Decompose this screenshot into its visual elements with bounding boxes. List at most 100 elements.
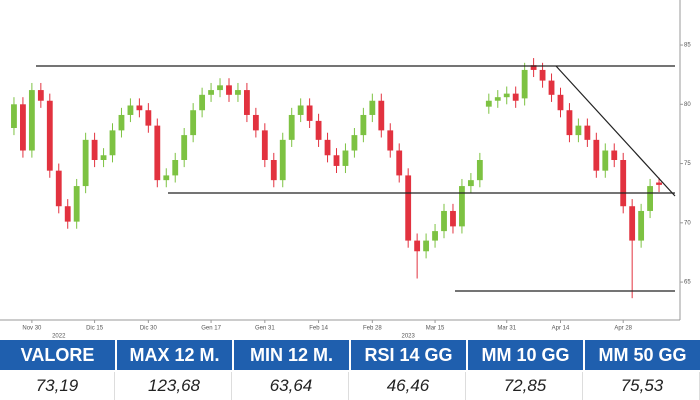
candle-body xyxy=(163,175,170,181)
year-label: 2023 xyxy=(401,334,415,340)
candle-body xyxy=(584,125,591,140)
x-tick-label: Nov 30 xyxy=(22,326,42,332)
x-tick-label: Dic 15 xyxy=(86,326,104,332)
candle-body xyxy=(145,110,152,126)
candle-body xyxy=(20,104,26,151)
candle-body xyxy=(235,90,241,95)
x-tick-label: Feb 14 xyxy=(309,326,328,332)
candle-body xyxy=(548,80,555,95)
chart: 65 70 75 80 85 Nov 30 Dic 15 Dic 30 Gen 17 Gen 31… xyxy=(0,0,700,340)
table-header: MM 10 GG xyxy=(468,340,583,370)
candle-body xyxy=(55,170,62,207)
table-value: 123,68 xyxy=(117,372,232,400)
candle-body xyxy=(575,125,582,136)
candle-body xyxy=(217,85,223,91)
candle-body xyxy=(109,130,116,156)
y-tick-label: 75 xyxy=(684,161,691,167)
candle-body xyxy=(73,186,80,222)
candle-body xyxy=(11,104,17,128)
candle-body xyxy=(387,130,394,151)
candle-body xyxy=(118,114,125,131)
candle-body xyxy=(656,182,662,185)
candle-body xyxy=(199,94,206,111)
table-value: 73,19 xyxy=(0,372,115,400)
table-header: VALORE xyxy=(0,340,115,370)
candle-body xyxy=(494,97,501,101)
candle-body xyxy=(82,139,89,187)
candle-body xyxy=(485,100,492,107)
candle-body xyxy=(297,105,304,115)
downtrend-line xyxy=(555,65,676,197)
y-tick-label: 65 xyxy=(684,280,691,286)
x-tick-label: Mar 31 xyxy=(497,326,516,332)
y-tick-label: 70 xyxy=(684,220,691,226)
candle-body xyxy=(172,160,179,176)
candle-body xyxy=(432,231,438,241)
candle-body xyxy=(100,155,107,160)
candle-body xyxy=(557,94,564,111)
candle-body xyxy=(154,125,161,181)
candle-body xyxy=(503,93,510,98)
candle-body xyxy=(261,130,268,160)
candle-body xyxy=(459,186,465,227)
candle-body xyxy=(414,240,421,252)
candle-body xyxy=(396,150,403,176)
candle-body xyxy=(279,139,286,181)
table-header: MM 50 GG xyxy=(585,340,700,370)
candle-body xyxy=(539,69,546,81)
candle-body xyxy=(28,90,35,151)
candle-body xyxy=(181,135,188,160)
candle-body xyxy=(423,240,430,252)
table-header: RSI 14 GG xyxy=(351,340,466,370)
candle-body xyxy=(450,210,456,227)
stats-table: VALORE MAX 12 M. MIN 12 M. RSI 14 GG MM 10 G… xyxy=(0,340,700,400)
candle-body xyxy=(136,105,143,111)
candle-body xyxy=(378,100,385,131)
candle-body xyxy=(638,210,645,241)
candle-body xyxy=(441,210,447,232)
candle-body xyxy=(315,120,322,140)
chart-background xyxy=(0,0,700,340)
candle-body xyxy=(270,160,277,181)
candle-body xyxy=(288,114,295,140)
x-tick-label: Apr 14 xyxy=(552,326,570,332)
table-value: 75,53 xyxy=(585,372,700,400)
candles xyxy=(11,58,662,299)
candle-body xyxy=(226,85,232,95)
candle-body xyxy=(521,69,528,99)
trend-lines xyxy=(36,65,676,292)
candle-body xyxy=(46,100,53,171)
candle-body xyxy=(127,105,134,115)
candle-body xyxy=(593,139,600,171)
candle-body xyxy=(333,155,340,166)
x-tick-label: Apr 28 xyxy=(614,326,632,332)
candle-body xyxy=(243,90,250,115)
candle-body xyxy=(467,180,474,187)
candle-body xyxy=(360,114,367,136)
candle-body xyxy=(324,139,331,156)
candle-body xyxy=(91,139,98,160)
y-tick-label: 85 xyxy=(684,43,691,49)
candle-body xyxy=(620,160,627,207)
candle-body xyxy=(512,93,519,101)
candle-body xyxy=(476,160,483,181)
table-value: 46,46 xyxy=(351,372,466,400)
x-tick-label: Gen 31 xyxy=(255,326,275,332)
candle-body xyxy=(629,206,636,241)
x-tick-label: Mar 15 xyxy=(426,326,445,332)
table-value: 72,85 xyxy=(468,372,583,400)
x-tick-label: Feb 28 xyxy=(363,326,382,332)
candle-body xyxy=(602,150,609,171)
x-tick-label: Gen 17 xyxy=(201,326,221,332)
candle-body xyxy=(64,206,71,222)
table-header: MAX 12 M. xyxy=(117,340,232,370)
candle-body xyxy=(566,110,573,136)
x-tick-label: Dic 30 xyxy=(140,326,158,332)
candle-body xyxy=(530,65,537,70)
candle-body xyxy=(647,186,653,211)
table-value: 63,64 xyxy=(234,372,349,400)
candle-body xyxy=(306,105,313,121)
candle-body xyxy=(369,100,376,115)
candle-body xyxy=(405,175,412,241)
